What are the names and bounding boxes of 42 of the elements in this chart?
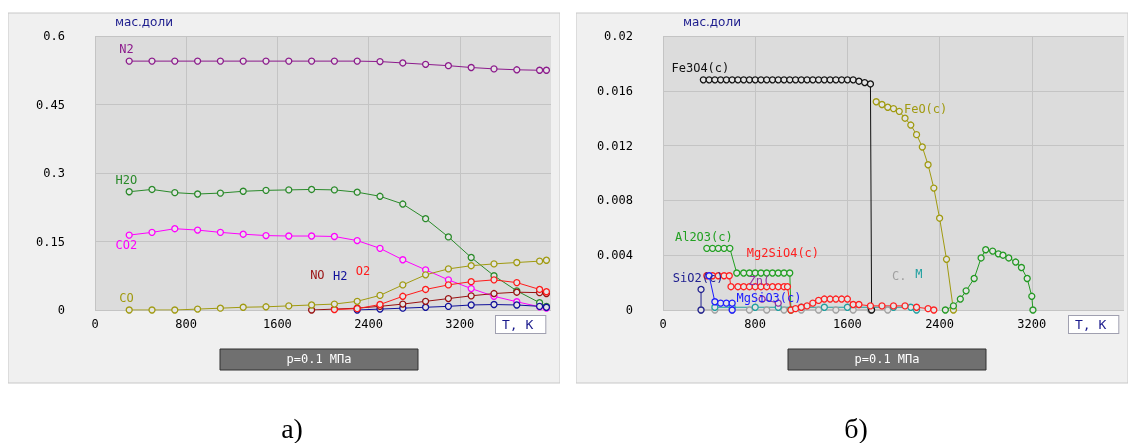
y-tick-label: 0.15 (36, 234, 65, 249)
series-label: CO2 (115, 238, 138, 253)
series-label: Al2O3(c) (674, 229, 733, 244)
x-tick-label: 1600 (832, 317, 862, 331)
y-tick-label: 0.016 (596, 83, 633, 98)
series-label: H2O (115, 173, 138, 188)
x-tick-label: 0 (659, 317, 667, 331)
y-axis-title: мас.доли (115, 15, 173, 29)
y-tick-label: 0 (625, 303, 633, 317)
x-tick-label: 800 (175, 317, 198, 331)
text: O2 (355, 263, 371, 278)
text: M (915, 266, 923, 281)
text: а) (281, 412, 303, 443)
y-tick-label: 0.6 (43, 29, 65, 43)
series-label: Mg2SiO4(c) (746, 246, 820, 261)
series-label: Fe3O4(c) (671, 61, 730, 76)
y-tick-label: 0.012 (596, 138, 633, 153)
text: б) (844, 412, 868, 443)
x-tick-label: 2400 (925, 317, 955, 331)
x-tick-label: 800 (744, 317, 767, 331)
x-tick-label: 3200 (445, 317, 475, 331)
x-axis-title: T, K (1075, 317, 1107, 332)
y-tick-label: 0.45 (36, 97, 65, 112)
y-tick-label: 0.004 (596, 248, 633, 263)
y-tick-label: 0.008 (596, 193, 633, 208)
text: p=0.1 МПа (854, 352, 920, 366)
x-tick-label: 1600 (262, 317, 292, 331)
text: C. (892, 269, 907, 284)
text: p=0.1 МПа (286, 352, 352, 366)
x-axis-title: T, K (502, 317, 534, 332)
x-tick-label: 3200 (1017, 317, 1047, 331)
x-tick-label: 2400 (354, 317, 384, 331)
series-label: N2 (119, 42, 134, 57)
y-tick-label: 0.02 (604, 29, 633, 43)
text: H2 (332, 269, 348, 284)
text: NO (310, 268, 325, 283)
y-tick-label: 0.3 (43, 166, 65, 180)
x-tick-label: 0 (91, 317, 99, 331)
series-label: CO (119, 291, 134, 306)
series-label: FeO(c) (903, 101, 948, 116)
y-axis-title: мас.доли (683, 15, 741, 29)
y-tick-label: 0 (57, 303, 65, 317)
